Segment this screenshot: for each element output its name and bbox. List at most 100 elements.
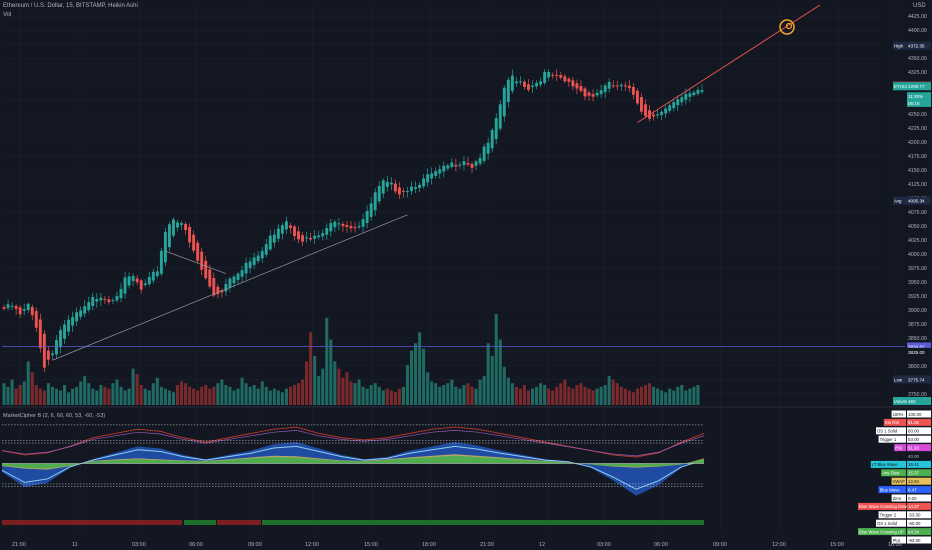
candle-body <box>426 174 430 183</box>
volume-bar <box>91 388 95 405</box>
candle-body <box>127 276 131 286</box>
stoch-rsi-line <box>1 426 705 458</box>
volume-bar <box>664 392 668 405</box>
oscillator-tag <box>878 486 906 494</box>
volume-bar <box>175 385 180 405</box>
candle-body <box>668 105 672 111</box>
volume-bar <box>107 388 111 405</box>
oscillator-value-text: -93.00 <box>908 538 921 543</box>
candle-body <box>458 164 462 166</box>
candle-body <box>208 269 212 287</box>
oscillator-value-text: 40.00 <box>908 454 920 459</box>
candle-body <box>184 224 188 231</box>
candle-body <box>652 114 656 117</box>
volume-bar <box>14 388 18 405</box>
candle-body <box>163 231 167 263</box>
candle-body <box>135 278 139 283</box>
oscillator-value-box <box>907 410 931 418</box>
oscillator-tag-text: Blue Wave Crossing UP <box>859 529 904 534</box>
volume-bar <box>547 388 551 405</box>
volume-bar <box>309 332 313 405</box>
candle-body <box>672 102 676 109</box>
candle-body <box>418 184 422 188</box>
volume-bar <box>555 386 559 405</box>
candle-body <box>107 299 111 303</box>
level-value-box <box>907 397 931 405</box>
volume-bar <box>458 388 462 405</box>
candle-body <box>232 276 236 284</box>
candle-body <box>607 81 611 89</box>
oscillator-value-box <box>907 435 931 443</box>
volume-bar <box>660 390 664 405</box>
time-tick-label: 06:00 <box>189 542 203 548</box>
volume-bar <box>567 386 571 405</box>
level-value-text: 3825.00 <box>908 350 925 355</box>
candle-body <box>619 84 623 86</box>
candle-body <box>67 319 71 332</box>
candle-body <box>333 221 337 228</box>
candle-body <box>341 223 345 227</box>
volume-bar <box>579 383 583 405</box>
volume-bar <box>518 388 522 405</box>
candle-body <box>450 162 454 168</box>
volume-bar <box>615 383 619 405</box>
candle-body <box>575 83 579 89</box>
volume-bar <box>591 390 595 405</box>
time-tick-label: 03:00 <box>132 542 146 548</box>
trendline-grey <box>52 214 408 361</box>
blue-wave-area <box>2 442 704 496</box>
candle-body <box>611 85 615 87</box>
volume-bar <box>196 390 200 405</box>
candle-body <box>289 225 292 228</box>
volume-bar <box>680 385 684 405</box>
oscillator-value-text: 15.37 <box>908 471 920 476</box>
volume-bar <box>648 383 652 405</box>
volume-bar <box>313 355 317 405</box>
oscillator-value-box <box>907 460 931 468</box>
candle-body <box>623 85 627 87</box>
oscillator-tag <box>891 494 906 502</box>
volume-bar <box>474 388 478 405</box>
candle-body <box>422 178 426 187</box>
candle-body <box>22 309 26 311</box>
volume-bar <box>38 388 42 405</box>
candle-body <box>539 81 543 85</box>
candle-body <box>34 311 38 328</box>
price-tick-label: 4200.00 <box>908 140 927 146</box>
candle-body <box>6 304 10 308</box>
candle-body <box>692 92 696 96</box>
candle-body <box>430 173 434 179</box>
volume-bar <box>539 383 543 405</box>
volume-bar <box>656 388 660 405</box>
candle-body <box>155 271 159 277</box>
volume-bar <box>204 385 208 405</box>
volume-bar <box>631 392 635 405</box>
candle-body <box>660 111 664 115</box>
candle-body <box>349 226 353 229</box>
candle-body <box>236 273 240 280</box>
volume-bar <box>276 390 280 405</box>
oscillator-value-box <box>907 536 931 544</box>
candle-body <box>345 225 349 227</box>
candle-body <box>664 108 668 114</box>
candle-body <box>2 307 6 309</box>
oscillator-value-box <box>907 502 931 510</box>
oscillator-value-text: 12.94 <box>908 479 920 484</box>
candle-body <box>631 86 635 95</box>
candle-body <box>498 104 502 129</box>
volume-bar <box>329 339 333 405</box>
volume-bar <box>188 386 192 405</box>
volume-bar <box>147 390 151 405</box>
time-tick-label: 12:00 <box>772 542 786 548</box>
symbol-title[interactable]: Ethereum / U.S. Dollar, 15, BITSTAMP, He… <box>3 3 138 9</box>
oscillator-tag-text: Zero <box>893 496 902 501</box>
candle-body <box>272 234 276 243</box>
volume-bar <box>438 386 442 405</box>
candle-body <box>228 278 232 288</box>
volume-legend[interactable]: Vol <box>3 12 12 18</box>
volume-bar <box>83 375 87 405</box>
candle-body <box>321 233 325 237</box>
oscillator-value-text: -53.00 <box>908 513 921 518</box>
candle-body <box>410 186 413 192</box>
